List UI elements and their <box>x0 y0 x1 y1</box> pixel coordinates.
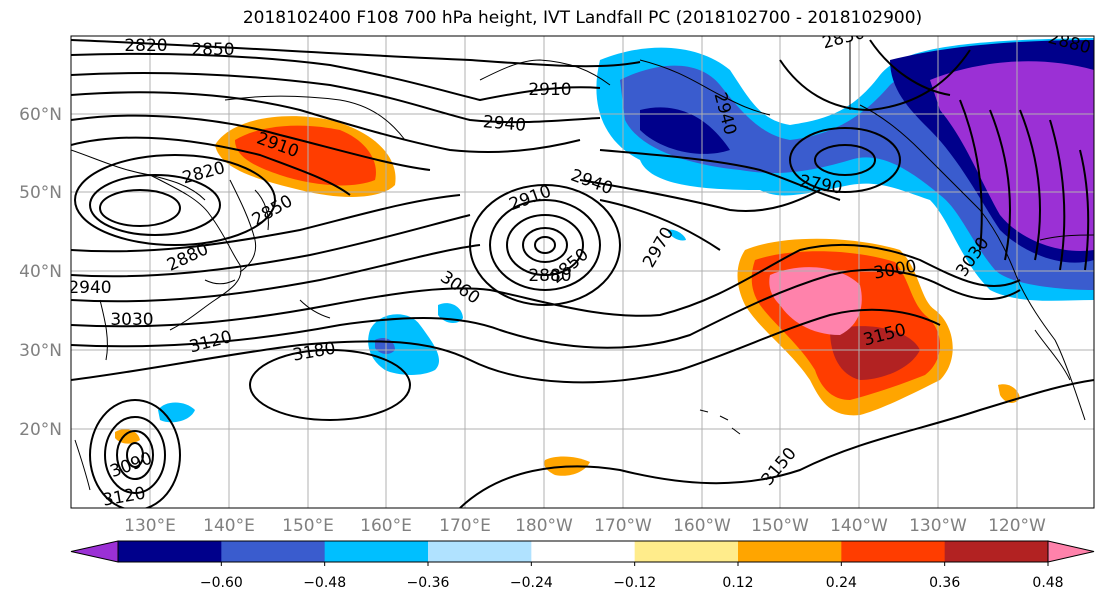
contour-label: 3030 <box>110 310 153 330</box>
lon-label: 160°E <box>360 516 412 536</box>
map-title: 2018102400 F108 700 hPa height, IVT Land… <box>242 8 923 28</box>
lon-label: 160°W <box>673 516 731 536</box>
colorbar-outline <box>117 540 1049 563</box>
colorbar-cell <box>221 541 326 562</box>
colorbar-cell <box>324 541 429 562</box>
colorbar-cell <box>118 541 222 562</box>
lat-label: 50°N <box>19 183 62 203</box>
longitude-labels: 130°E 140°E 150°E 160°E 170°E 180°W 170°… <box>124 516 1046 536</box>
contour-label: 2940 <box>68 278 111 298</box>
coastlines <box>71 40 1094 491</box>
lon-label: 150°E <box>282 516 334 536</box>
colorbar-tick-label: −0.24 <box>510 575 553 591</box>
colorbar-cell <box>944 541 1049 562</box>
colorbar-extend-low <box>70 540 119 563</box>
colorbar-tick-label: −0.36 <box>407 575 450 591</box>
colorbar-cell <box>841 541 946 562</box>
contour-label: 2820 <box>124 36 167 56</box>
lon-label: 120°W <box>988 516 1046 536</box>
height-contours <box>71 39 1094 508</box>
colorbar-tick-label: 0.36 <box>929 575 960 591</box>
contour-label: 2880 <box>528 266 571 286</box>
colorbar-tick-label: 0.48 <box>1032 575 1063 591</box>
contour-label: 2940 <box>482 112 527 136</box>
colorbar-tick-label: −0.12 <box>613 575 656 591</box>
lon-label: 130°E <box>124 516 176 536</box>
lon-label: 140°W <box>830 516 888 536</box>
lon-label: 180°W <box>515 516 573 536</box>
lon-label: 170°W <box>594 516 652 536</box>
colorbar: −0.60 −0.48 −0.36 −0.24 −0.12 0.12 0.24 0.36 0.4… <box>70 540 1095 591</box>
colorbar-tick-label: 0.12 <box>722 575 753 591</box>
colorbar-tick-label: 0.24 <box>826 575 857 591</box>
map-frame <box>70 35 1095 509</box>
lat-label: 60°N <box>19 105 62 125</box>
contour-label: 2910 <box>528 80 571 100</box>
lat-label: 30°N <box>19 341 62 361</box>
lon-label: 150°W <box>751 516 809 536</box>
colorbar-cell <box>428 541 532 562</box>
colorbar-extend-high <box>1047 540 1095 563</box>
colorbar-cell <box>531 541 636 562</box>
lon-label: 130°W <box>909 516 967 536</box>
lon-label: 140°E <box>203 516 255 536</box>
lat-label: 20°N <box>19 420 62 440</box>
colorbar-cell <box>634 541 739 562</box>
contour-label: 2850 <box>191 40 234 60</box>
lat-label: 40°N <box>19 262 62 282</box>
ivt-shading <box>115 38 1094 476</box>
colorbar-tick-label: −0.60 <box>200 575 243 591</box>
lon-label: 170°E <box>439 516 491 536</box>
latitude-labels: 60°N 50°N 40°N 30°N 20°N <box>19 105 62 440</box>
colorbar-tick-label: −0.48 <box>303 575 346 591</box>
colorbar-cell <box>738 541 842 562</box>
